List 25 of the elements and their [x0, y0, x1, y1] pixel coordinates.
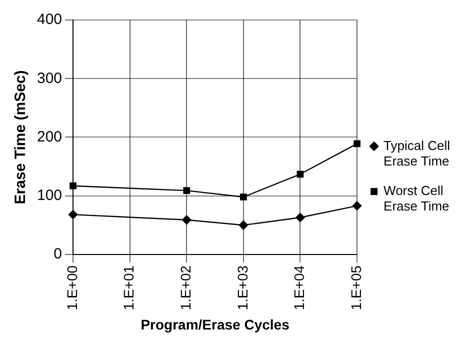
y-tick-label: 300	[36, 70, 62, 87]
legend-label: Typical Cell Erase Time	[384, 138, 450, 168]
x-tick-label: 1.E+05	[348, 265, 364, 310]
point	[354, 140, 360, 148]
point	[68, 210, 78, 220]
x-tick-label: 1.E+01	[120, 265, 137, 310]
point	[238, 220, 248, 230]
y-tick-label: 0	[54, 246, 62, 263]
x-tick-label: 1.E+02	[177, 265, 194, 310]
point	[182, 215, 192, 224]
legend-label: Worst Cell Erase Time	[384, 183, 450, 214]
y-axis-title: Erase Time (mSec)	[12, 70, 30, 204]
point	[70, 182, 76, 190]
point	[352, 201, 362, 210]
point	[183, 187, 190, 194]
x-tick-label: 1.E+03	[234, 265, 250, 310]
x-tick-label: 1.E+04	[291, 265, 308, 310]
y-tick-label: 200	[36, 128, 62, 146]
x-axis-title: Program/Erase Cycles	[140, 316, 290, 332]
y-tick-label: 400	[36, 11, 62, 28]
point	[296, 170, 304, 178]
point	[240, 194, 247, 200]
point	[296, 212, 305, 222]
x-tick-label: 1.E+00	[64, 265, 80, 310]
y-tick-label: 100	[36, 186, 62, 204]
